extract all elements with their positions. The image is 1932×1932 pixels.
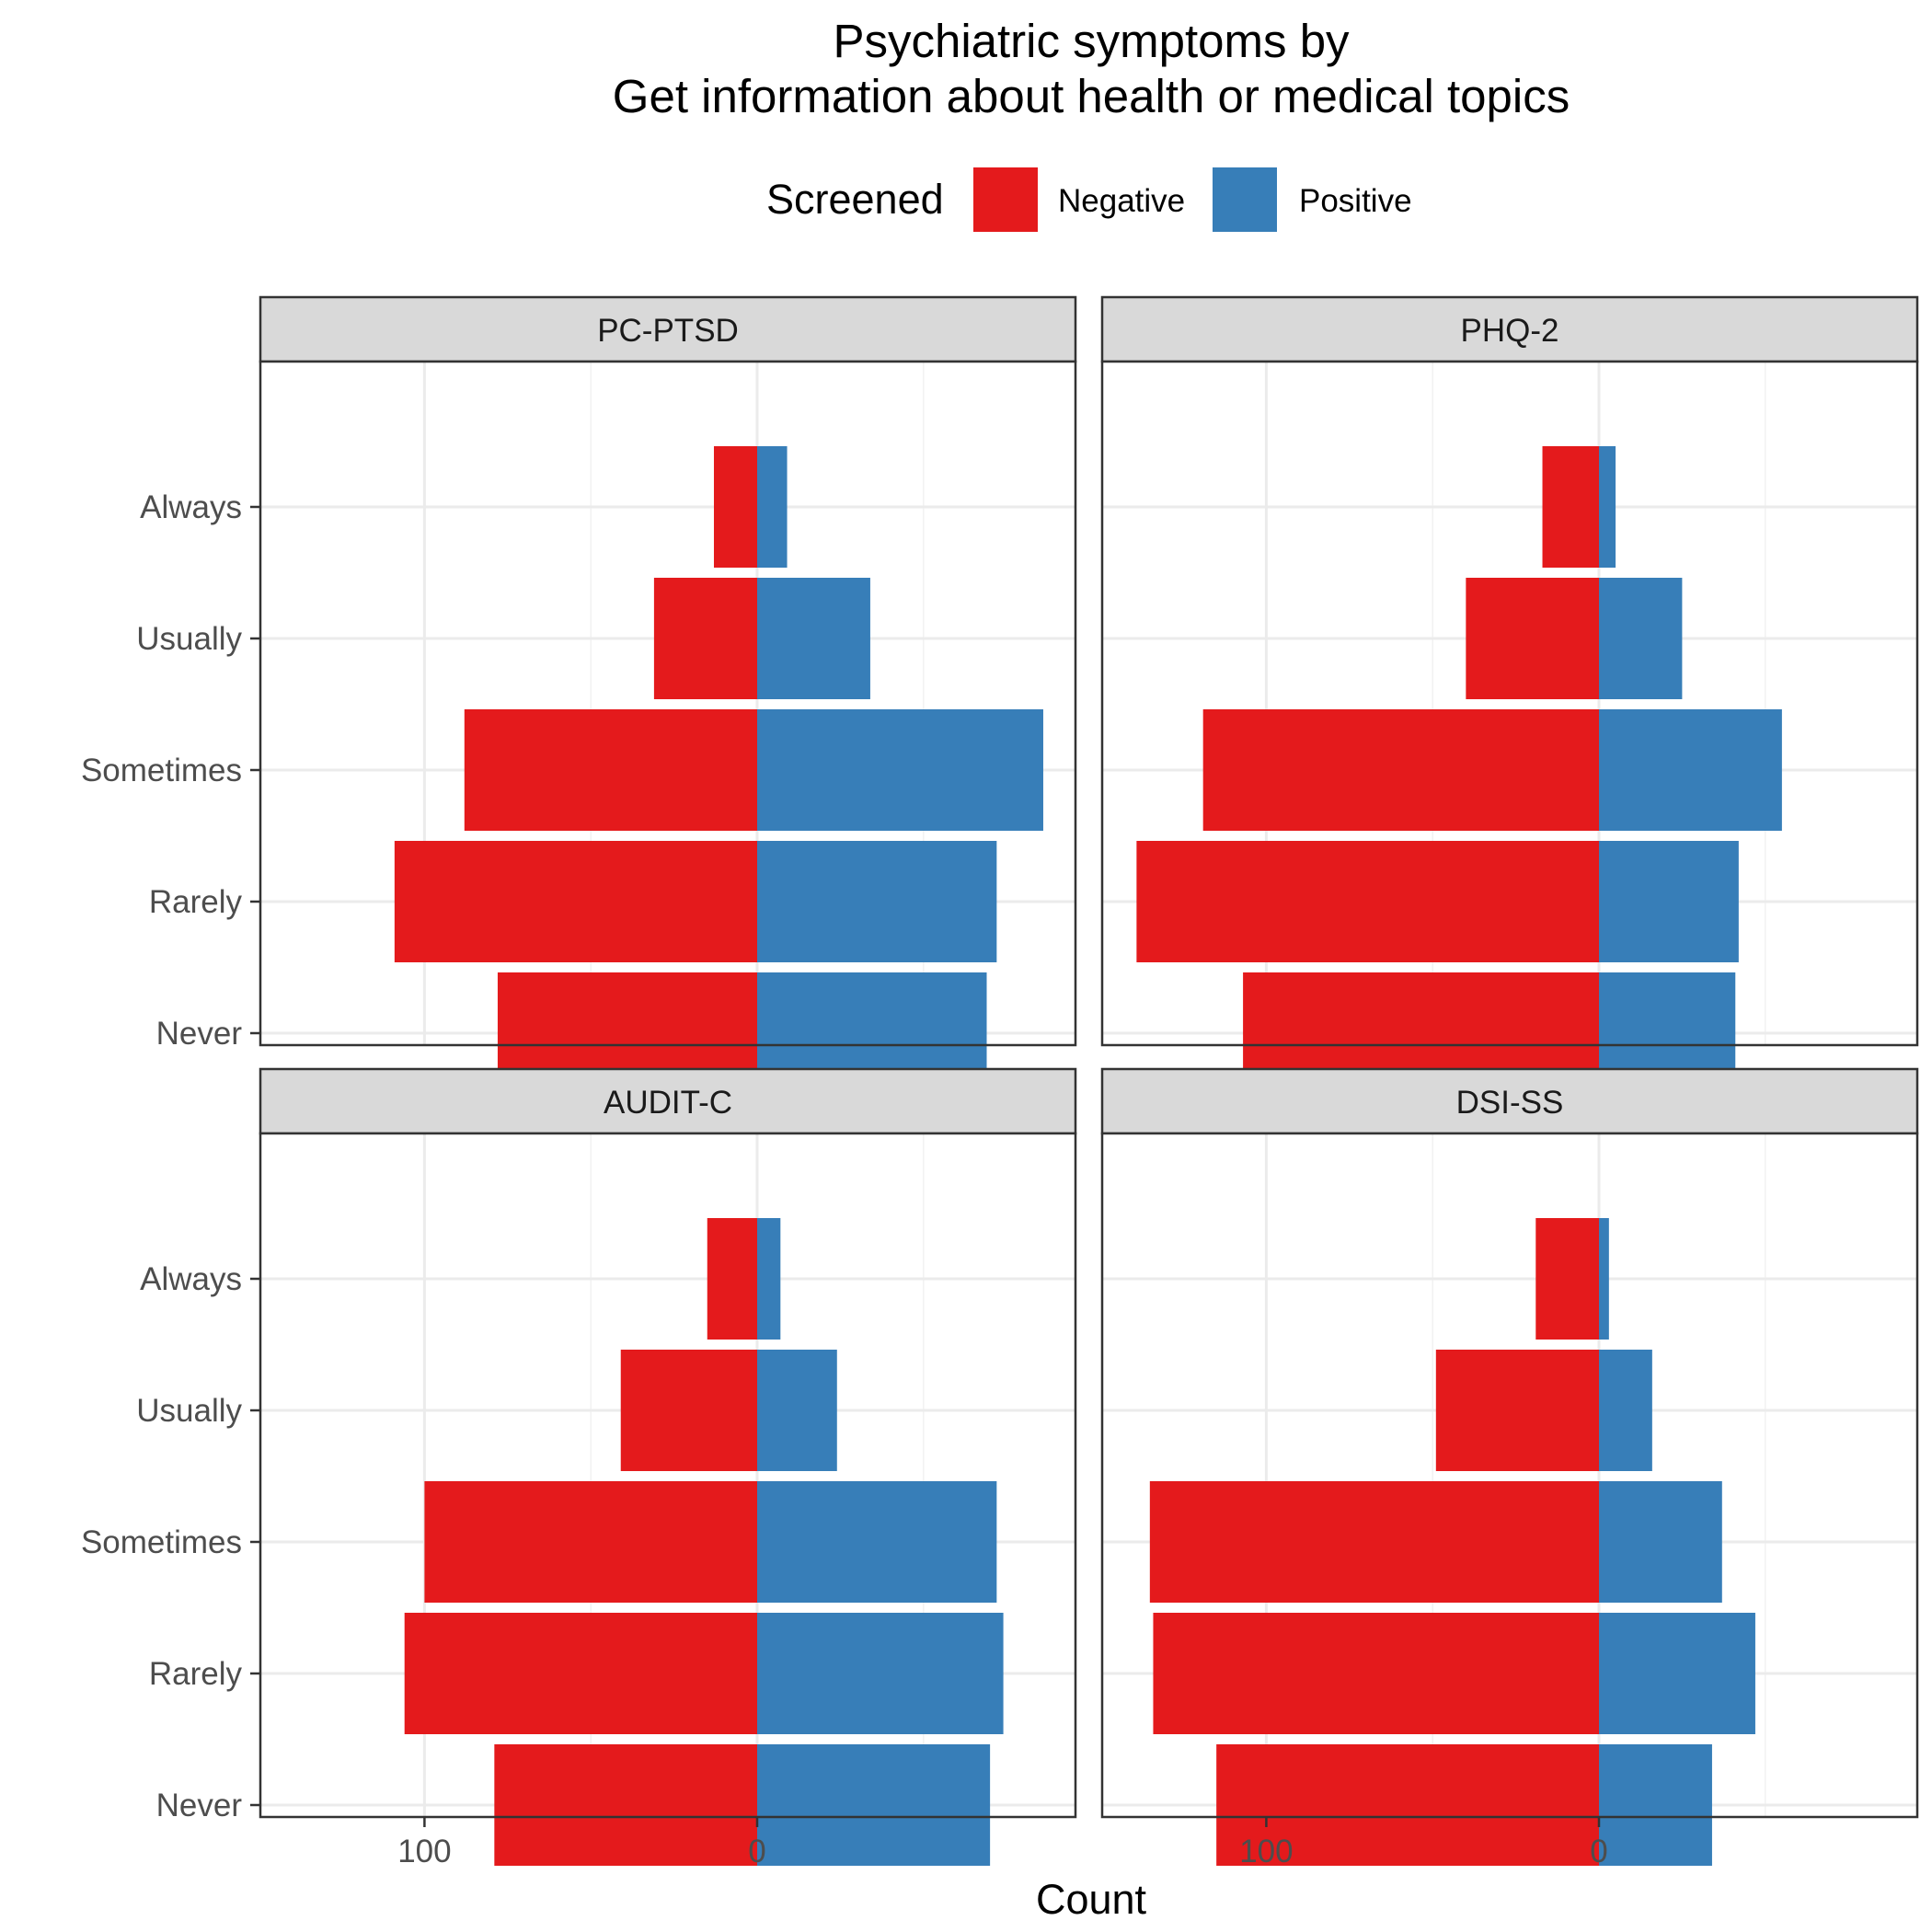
bar-negative-always bbox=[1535, 1218, 1599, 1340]
strip-pc-ptsd bbox=[259, 295, 1077, 363]
bar-positive-always bbox=[1599, 446, 1616, 568]
strip-phq-2 bbox=[1100, 295, 1919, 363]
chart-title-line-1: Psychiatric symptoms by bbox=[833, 15, 1350, 67]
y-tick-label-sometimes: Sometimes bbox=[81, 1524, 242, 1560]
y-tick-label-rarely: Rarely bbox=[149, 884, 243, 920]
bar-negative-rarely bbox=[1153, 1613, 1599, 1734]
panel-border bbox=[259, 1132, 1077, 1819]
bar-positive-always bbox=[757, 446, 788, 568]
x-tick-label: 100 bbox=[397, 1834, 451, 1869]
x-tick-label: 100 bbox=[1239, 1834, 1293, 1869]
bar-positive-usually bbox=[757, 1350, 837, 1471]
bar-positive-always bbox=[1599, 1218, 1609, 1340]
legend-title: Screened bbox=[766, 176, 944, 223]
panel-pc-ptsd: PC-PTSD Always Usually Sometimes Rarely Never bbox=[81, 295, 1077, 1094]
panel-phq-2: PHQ-2 bbox=[1100, 295, 1919, 1094]
strip-label-phq-2: PHQ-2 bbox=[1461, 313, 1559, 349]
chart-title-line-2: Get information about health or medical … bbox=[613, 70, 1570, 122]
bar-negative-usually bbox=[1466, 578, 1599, 699]
panel-dsi-ss: DSI-SS 100 0 bbox=[1100, 1067, 1919, 1869]
strip-dsi-ss bbox=[1100, 1067, 1919, 1135]
bar-negative-usually bbox=[620, 1350, 757, 1471]
bar-negative-always bbox=[713, 446, 757, 568]
panel-border bbox=[259, 360, 1077, 1047]
y-tick-label-usually: Usually bbox=[136, 621, 242, 657]
bar-positive-rarely bbox=[757, 1613, 1004, 1734]
bar-positive-always bbox=[757, 1218, 781, 1340]
bar-positive-never bbox=[1599, 1744, 1712, 1866]
bar-negative-usually bbox=[1435, 1350, 1599, 1471]
legend-key-negative bbox=[973, 167, 1038, 232]
panel-audit-c: AUDIT-C Always Usually Sometimes Rarely Never… bbox=[81, 1067, 1077, 1869]
bar-positive-never bbox=[757, 1744, 991, 1866]
bar-negative-always bbox=[1542, 446, 1599, 568]
x-axis-title: Count bbox=[1036, 1876, 1147, 1923]
bar-negative-never bbox=[494, 1744, 757, 1866]
bar-positive-usually bbox=[757, 578, 870, 699]
y-tick-label-sometimes: Sometimes bbox=[81, 753, 242, 788]
bar-positive-rarely bbox=[757, 841, 997, 962]
x-tick-label: 0 bbox=[1590, 1834, 1607, 1869]
y-tick-label-usually: Usually bbox=[136, 1393, 242, 1429]
bar-positive-rarely bbox=[1599, 841, 1739, 962]
y-tick-label-always: Always bbox=[140, 1261, 242, 1297]
legend-key-positive bbox=[1213, 167, 1277, 232]
strip-audit-c bbox=[259, 1067, 1077, 1135]
y-tick-label-always: Always bbox=[140, 489, 242, 525]
y-tick-label-never: Never bbox=[156, 1016, 243, 1052]
bar-negative-rarely bbox=[404, 1613, 757, 1734]
bar-positive-rarely bbox=[1599, 1613, 1755, 1734]
bar-negative-never bbox=[1216, 1744, 1599, 1866]
legend: Screened Negative Positive bbox=[766, 167, 1412, 232]
bar-negative-sometimes bbox=[424, 1481, 757, 1603]
panel-border bbox=[1100, 360, 1919, 1047]
bar-negative-sometimes bbox=[1202, 709, 1599, 831]
bar-negative-sometimes bbox=[464, 709, 757, 831]
bar-negative-rarely bbox=[1136, 841, 1599, 962]
x-tick-label: 0 bbox=[748, 1834, 765, 1869]
bar-negative-sometimes bbox=[1149, 1481, 1599, 1603]
bar-positive-sometimes bbox=[757, 1481, 997, 1603]
strip-label-pc-ptsd: PC-PTSD bbox=[597, 313, 739, 349]
legend-label-positive: Positive bbox=[1299, 183, 1412, 219]
facet-panels: PC-PTSD Always Usually Sometimes Rarely Never… bbox=[81, 295, 1919, 1869]
bar-negative-rarely bbox=[394, 841, 757, 962]
bar-positive-usually bbox=[1599, 1350, 1652, 1471]
panel-border bbox=[1100, 1132, 1919, 1819]
bar-negative-always bbox=[707, 1218, 757, 1340]
strip-label-dsi-ss: DSI-SS bbox=[1456, 1085, 1564, 1121]
strip-label-audit-c: AUDIT-C bbox=[604, 1085, 732, 1121]
bar-positive-sometimes bbox=[757, 709, 1043, 831]
y-tick-label-never: Never bbox=[156, 1788, 243, 1823]
bar-negative-usually bbox=[653, 578, 757, 699]
y-tick-label-rarely: Rarely bbox=[149, 1656, 243, 1692]
bar-positive-sometimes bbox=[1599, 1481, 1722, 1603]
legend-label-negative: Negative bbox=[1058, 183, 1185, 219]
bar-positive-usually bbox=[1599, 578, 1683, 699]
bar-positive-sometimes bbox=[1599, 709, 1782, 831]
